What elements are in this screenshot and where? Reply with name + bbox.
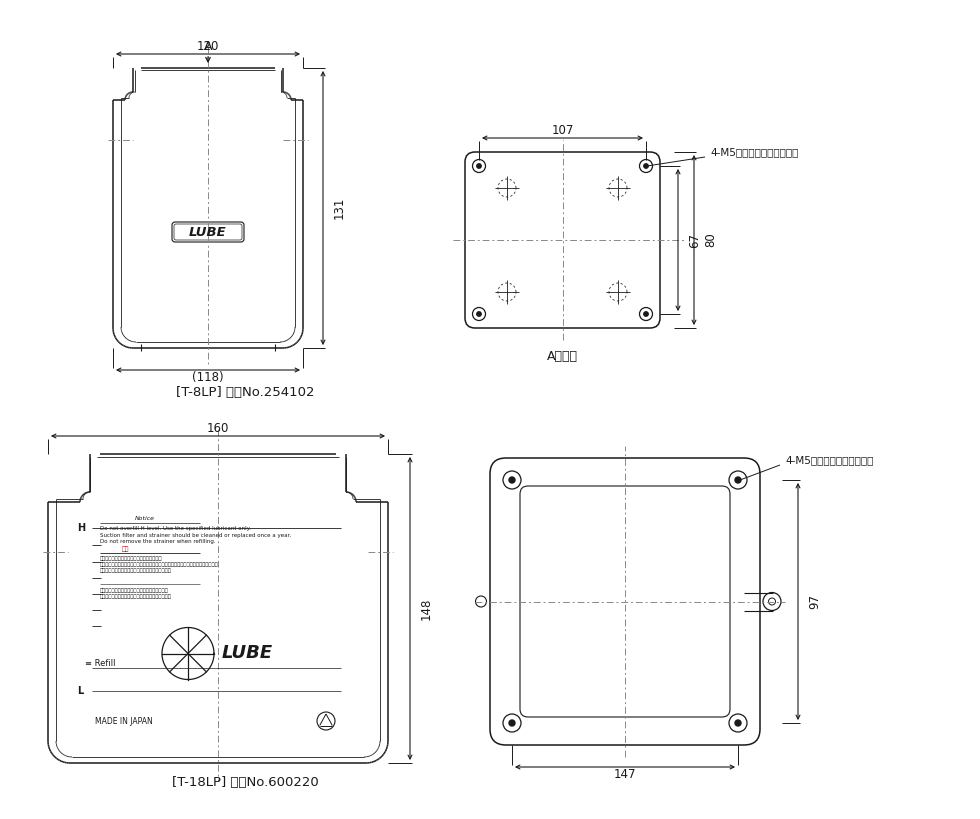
Text: 97: 97 [808,594,821,609]
Text: H: H [76,523,85,533]
Text: 131: 131 [333,197,346,219]
Circle shape [735,477,741,483]
Text: 指定以外の潤滑剤は使用しないでください。
サクションフィルターおよびストレーナーは定期的に清掃または交換してください。
給油時にストレーナーを取り外さないでくだ: 指定以外の潤滑剤は使用しないでください。 サクションフィルターおよびストレーナー… [100,556,219,573]
Text: Do not overfill H level. Use the specified lubricant only.
Suction filter and st: Do not overfill H level. Use the specifi… [100,526,291,544]
Circle shape [509,720,515,726]
Circle shape [735,720,741,726]
Text: 80: 80 [704,233,717,247]
Text: 148: 148 [420,597,433,620]
Circle shape [477,164,481,168]
Text: [T-18LP] コーNo.600220: [T-18LP] コーNo.600220 [172,776,318,789]
Text: 4-M5タッピングネジ用下稴: 4-M5タッピングネジ用下稴 [710,147,799,157]
Text: ≡ Refill: ≡ Refill [85,658,116,667]
Circle shape [644,312,648,316]
Text: A矢視図: A矢視図 [547,350,578,363]
Text: L: L [76,686,83,696]
Text: 67: 67 [688,233,701,247]
Text: LUBE: LUBE [189,225,226,238]
Circle shape [477,312,481,316]
Text: 4-M5タッピングネジ用下稴: 4-M5タッピングネジ用下稴 [785,455,873,465]
Text: 160: 160 [207,422,229,435]
Text: 注意: 注意 [122,546,128,551]
Text: LUBE: LUBE [222,645,273,663]
Text: (118): (118) [192,372,223,384]
Circle shape [644,164,648,168]
Text: MADE IN JAPAN: MADE IN JAPAN [95,717,153,726]
Text: 147: 147 [613,768,636,781]
Text: 120: 120 [197,40,220,53]
Text: 製品不具合の場合は、必ず当社所定修理業者へ。
改造及び他社品による不当修理はご遠慮ください。: 製品不具合の場合は、必ず当社所定修理業者へ。 改造及び他社品による不当修理はご遠… [100,588,172,600]
Text: A: A [204,39,213,52]
Text: [T-8LP] コーNo.254102: [T-8LP] コーNo.254102 [175,386,315,399]
Text: 107: 107 [552,124,573,138]
Text: Notice: Notice [135,516,155,521]
Circle shape [509,477,515,483]
